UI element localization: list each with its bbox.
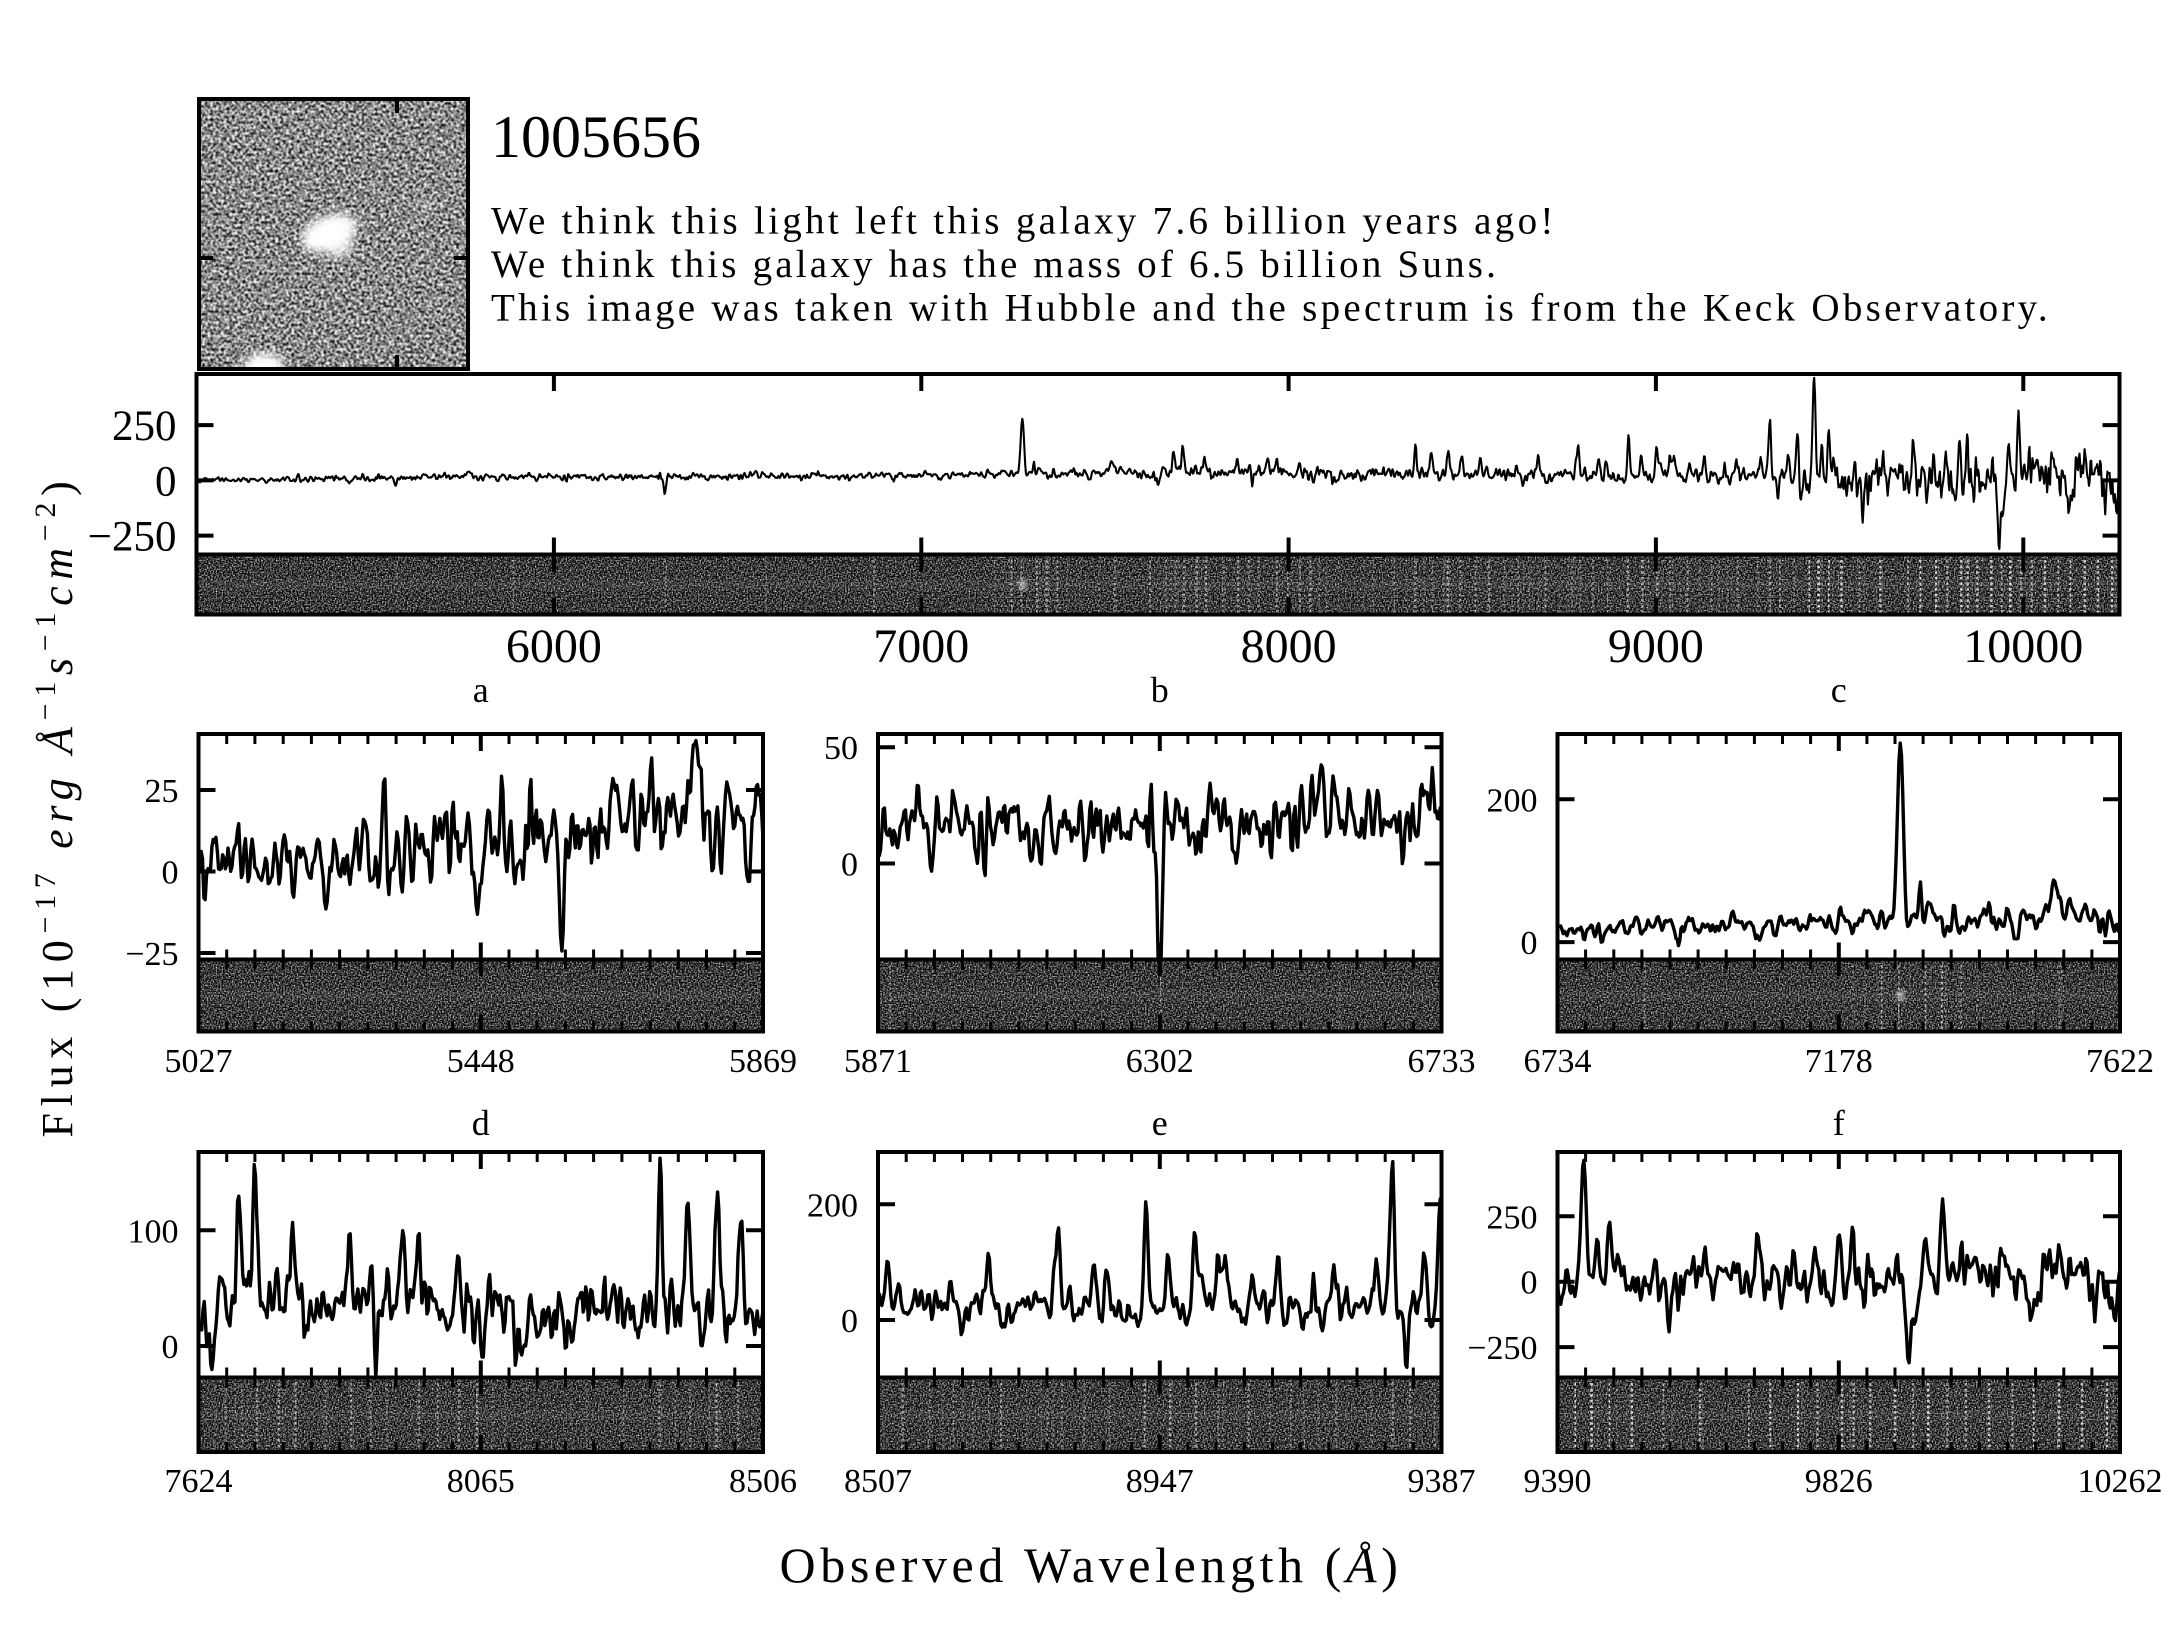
svg-text:b: b [1151,670,1169,710]
svg-text:c: c [1831,670,1847,710]
svg-text:a: a [473,670,489,710]
svg-text:d: d [472,1103,490,1143]
svg-text:250: 250 [112,403,177,450]
svg-text:6734: 6734 [1524,1043,1592,1080]
svg-text:−250: −250 [1467,1330,1537,1367]
svg-text:6302: 6302 [1126,1043,1194,1080]
svg-text:100: 100 [128,1213,179,1250]
svg-text:7178: 7178 [1805,1043,1873,1080]
svg-text:We think this light left this: We think this light left this galaxy 7.6… [491,200,1557,243]
svg-text:0: 0 [841,1303,858,1340]
svg-text:7000: 7000 [873,620,969,673]
svg-text:1005656: 1005656 [491,104,701,170]
svg-text:6733: 6733 [1408,1043,1476,1080]
svg-text:9000: 9000 [1608,620,1704,673]
svg-text:6000: 6000 [506,620,602,673]
svg-text:200: 200 [807,1187,858,1224]
svg-text:Observed Wavelength (Å): Observed Wavelength (Å) [780,1537,1403,1593]
svg-text:−250: −250 [88,514,177,561]
svg-text:7622: 7622 [2086,1043,2154,1080]
svg-text:0: 0 [155,458,177,505]
svg-text:0: 0 [162,855,179,892]
svg-text:f: f [1833,1103,1845,1143]
svg-text:200: 200 [1487,782,1538,819]
svg-text:8065: 8065 [447,1463,515,1500]
svg-text:50: 50 [824,730,858,767]
svg-text:25: 25 [145,773,179,810]
svg-text:5869: 5869 [729,1043,797,1080]
svg-text:0: 0 [162,1329,179,1366]
svg-text:0: 0 [1521,1265,1538,1302]
svg-text:8507: 8507 [844,1463,912,1500]
svg-text:5027: 5027 [165,1043,233,1080]
svg-text:5448: 5448 [447,1043,515,1080]
svg-text:9390: 9390 [1524,1463,1592,1500]
svg-text:We think this galaxy has the m: We think this galaxy has the mass of 6.5… [491,243,1499,286]
svg-text:e: e [1152,1103,1168,1143]
svg-text:8947: 8947 [1126,1463,1194,1500]
svg-text:8506: 8506 [729,1463,797,1500]
svg-text:0: 0 [841,847,858,884]
svg-text:5871: 5871 [844,1043,912,1080]
svg-text:8000: 8000 [1241,620,1337,673]
svg-text:9826: 9826 [1805,1463,1873,1500]
svg-text:250: 250 [1487,1199,1538,1236]
svg-text:7624: 7624 [165,1463,233,1500]
svg-text:0: 0 [1521,925,1538,962]
svg-text:−25: −25 [125,936,178,973]
svg-text:Flux (10−17 erg Å−1s−1cm−2): Flux (10−17 erg Å−1s−1cm−2) [29,475,82,1138]
svg-text:10262: 10262 [2078,1463,2163,1500]
svg-text:This image was taken with Hubb: This image was taken with Hubble and the… [491,287,2051,330]
svg-text:10000: 10000 [1963,620,2083,673]
svg-text:9387: 9387 [1408,1463,1476,1500]
